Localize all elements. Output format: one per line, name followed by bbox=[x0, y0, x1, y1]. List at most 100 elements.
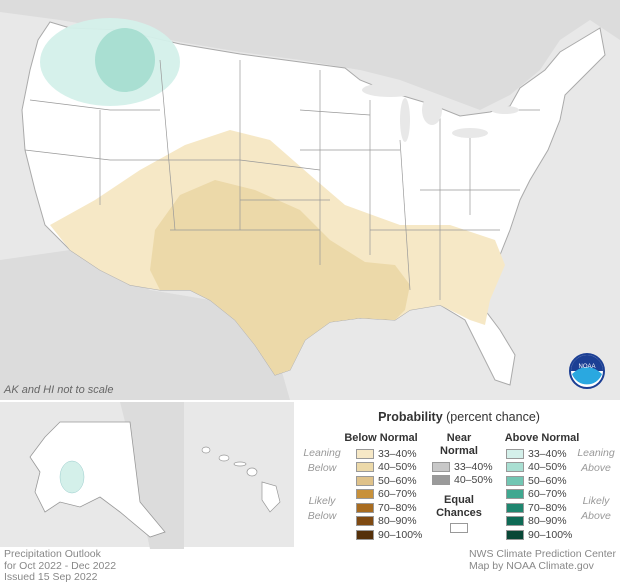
below-normal-region-40-50 bbox=[150, 180, 410, 375]
scale-note: AK and HI not to scale bbox=[4, 384, 114, 396]
us-map-svg: NOAA bbox=[0, 0, 620, 400]
below-normal-label: 90–100% bbox=[378, 528, 423, 541]
legend-title: Probability (percent chance) bbox=[298, 410, 620, 424]
near-normal-heading: Near Normal bbox=[434, 432, 484, 458]
above-normal-label: 90–100% bbox=[528, 528, 573, 541]
near-normal-swatch bbox=[432, 475, 450, 485]
hawaii-island-big bbox=[261, 481, 281, 513]
below-normal-label: 50–60% bbox=[378, 474, 417, 487]
alaska-inset bbox=[0, 400, 184, 549]
near-normal-label: 33–40% bbox=[454, 460, 493, 473]
above-normal-swatch bbox=[506, 475, 524, 486]
above-normal-swatch bbox=[506, 502, 524, 513]
below-normal-label: 33–40% bbox=[378, 447, 417, 460]
hawaii-island-kauai bbox=[201, 446, 211, 454]
likely-below-label: Likely Below bbox=[300, 494, 344, 524]
noaa-logo: NOAA bbox=[569, 353, 605, 389]
below-normal-row: 60–70% bbox=[356, 488, 417, 501]
leaning-below-label: Leaning Below bbox=[300, 446, 344, 476]
near-normal-heading-line1: Near bbox=[446, 432, 472, 444]
likely-above-label: Likely Above bbox=[574, 494, 618, 524]
below-normal-label: 60–70% bbox=[378, 488, 417, 500]
hawaii-island-molokai bbox=[233, 461, 247, 467]
likely-below-line2: Below bbox=[307, 510, 337, 522]
noaa-logo-text: NOAA bbox=[578, 364, 595, 370]
near-normal-swatch bbox=[432, 461, 450, 472]
above-normal-row: 50–60% bbox=[506, 474, 567, 487]
below-normal-label: 40–50% bbox=[378, 461, 417, 473]
above-normal-row: 60–70% bbox=[506, 488, 567, 501]
leaning-below-line2: Below bbox=[307, 462, 337, 474]
below-normal-swatch bbox=[356, 475, 374, 486]
alaska-above-normal-region bbox=[59, 460, 85, 494]
likely-above-line2: Above bbox=[581, 510, 611, 522]
below-normal-swatch bbox=[356, 502, 374, 513]
below-normal-swatch bbox=[356, 448, 374, 459]
hawaii-inset bbox=[184, 400, 296, 547]
conus-map: NOAA AK and HI not to scale bbox=[0, 0, 620, 400]
above-normal-heading: Above Normal bbox=[504, 432, 580, 444]
below-normal-row: 90–100% bbox=[356, 528, 422, 541]
below-normal-swatch bbox=[356, 516, 374, 526]
near-normal-row: 40–50% bbox=[432, 474, 493, 487]
legend-title-bold: Probability bbox=[378, 410, 443, 424]
lake-ontario bbox=[491, 106, 519, 114]
alaska-svg bbox=[29, 402, 184, 549]
below-normal-swatch bbox=[356, 529, 374, 540]
below-normal-row: 50–60% bbox=[356, 474, 417, 487]
above-normal-region-northwest-core bbox=[95, 28, 155, 92]
legend-title-rest: (percent chance) bbox=[442, 410, 540, 424]
outlook-title: Precipitation Outlook bbox=[4, 548, 101, 560]
above-normal-swatch bbox=[506, 462, 524, 472]
hawaii-island-oahu bbox=[218, 454, 230, 462]
above-normal-label: 33–40% bbox=[528, 447, 567, 460]
below-normal-heading: Below Normal bbox=[344, 432, 418, 444]
below-normal-row: 33–40% bbox=[356, 447, 417, 460]
above-normal-row: 40–50% bbox=[506, 461, 567, 474]
above-normal-label: 60–70% bbox=[528, 488, 567, 500]
hawaii-island-maui bbox=[246, 467, 258, 477]
below-normal-swatch bbox=[356, 489, 374, 499]
equal-chances-label: Equal Chances bbox=[432, 494, 486, 520]
above-normal-label: 70–80% bbox=[528, 501, 567, 514]
above-normal-label: 80–90% bbox=[528, 515, 567, 527]
above-normal-swatch bbox=[506, 529, 524, 540]
below-normal-row: 70–80% bbox=[356, 501, 417, 514]
canada-landmass bbox=[0, 0, 620, 110]
above-normal-label: 50–60% bbox=[528, 474, 567, 487]
leaning-above-line1: Leaning bbox=[577, 447, 615, 459]
above-normal-row: 80–90% bbox=[506, 515, 567, 528]
above-normal-label: 40–50% bbox=[528, 461, 567, 473]
leaning-above-line2: Above bbox=[581, 462, 611, 474]
hawaii-svg bbox=[201, 446, 281, 513]
equal-chances-line1: Equal bbox=[444, 494, 474, 506]
equal-chances-swatch bbox=[450, 523, 468, 533]
likely-above-line1: Likely bbox=[582, 495, 610, 507]
likely-below-line1: Likely bbox=[308, 495, 336, 507]
mexico-landmass bbox=[0, 250, 290, 400]
above-normal-swatch bbox=[506, 489, 524, 499]
legend: Probability (percent chance) Below Norma… bbox=[298, 400, 620, 547]
below-normal-label: 70–80% bbox=[378, 501, 417, 514]
state-boundaries bbox=[24, 59, 540, 300]
near-normal-row: 33–40% bbox=[432, 460, 493, 473]
below-normal-swatch bbox=[356, 462, 374, 472]
above-normal-row: 33–40% bbox=[506, 447, 567, 460]
alaska-shape bbox=[29, 421, 166, 538]
below-normal-row: 80–90% bbox=[356, 515, 417, 528]
near-normal-label: 40–50% bbox=[454, 474, 493, 486]
footer-right: NWS Climate Prediction Center Map by NOA… bbox=[469, 548, 616, 572]
below-normal-row: 40–50% bbox=[356, 461, 417, 474]
below-normal-label: 80–90% bbox=[378, 515, 417, 527]
near-normal-heading-line2: Normal bbox=[440, 445, 478, 457]
lake-michigan bbox=[400, 98, 410, 142]
leaning-below-line1: Leaning bbox=[303, 447, 341, 459]
equal-chances-line2: Chances bbox=[436, 507, 482, 519]
lake-superior bbox=[362, 83, 418, 97]
above-normal-swatch bbox=[506, 448, 524, 459]
leaning-above-label: Leaning Above bbox=[574, 446, 618, 476]
outlook-period: for Oct 2022 - Dec 2022 bbox=[4, 559, 117, 572]
above-normal-row: 70–80% bbox=[506, 501, 567, 514]
issued-date: Issued 15 Sep 2022 bbox=[4, 571, 98, 583]
above-normal-swatch bbox=[506, 516, 524, 526]
